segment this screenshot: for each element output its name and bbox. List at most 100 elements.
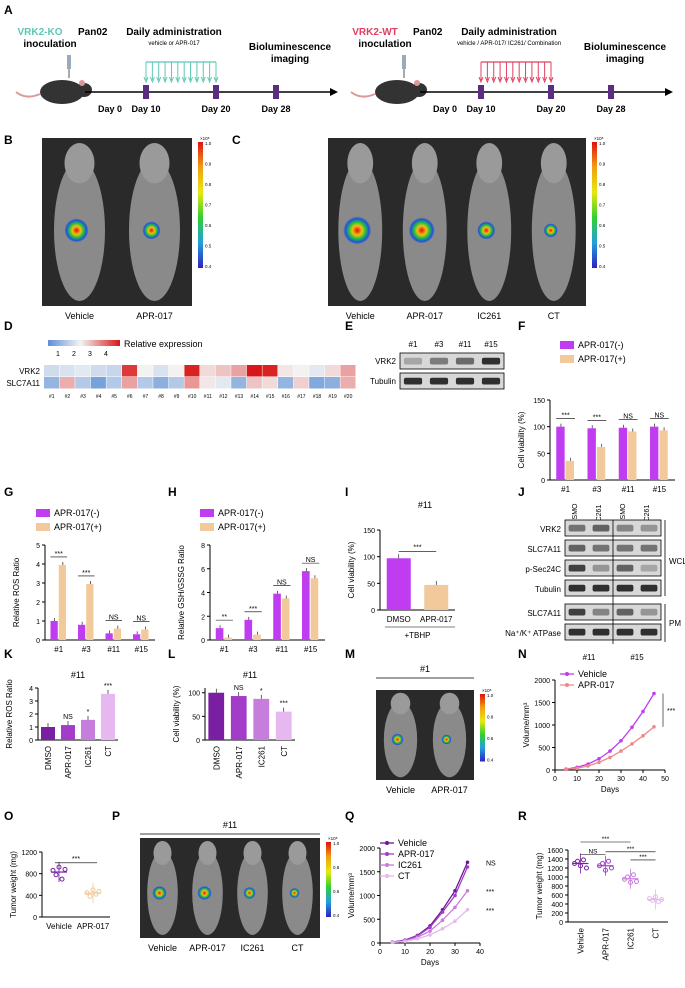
scatter-point-R [650,897,655,903]
bli-title-M: #1 [420,664,430,674]
syringe-icon [67,55,71,69]
series-point-N [619,738,623,743]
blot-band [568,544,586,552]
legend-swatch-F [560,355,574,363]
xtick-label-I: APR-017 [420,615,453,624]
mouse-wt [350,80,427,104]
xtick-label-N: 40 [639,776,647,783]
timepoint-marker [143,85,149,99]
bli-label-C: Vehicle [346,311,375,321]
scatter-point-O [53,872,59,878]
sig-label-L: *** [280,701,288,708]
bar-G [86,583,94,640]
blot-J-section: WCL [669,557,685,566]
ytick-label-Q: 2000 [359,846,375,853]
bar-F [628,431,637,480]
bar-G [78,624,86,640]
series-point-N [597,760,601,765]
heatmap-cell [309,377,325,389]
series-point-Q [440,910,445,914]
xlabel-Q: Days [421,958,439,967]
ytick-label-N: 1000 [534,723,550,730]
bli-label-B: APR-017 [136,311,173,321]
admin-arrowhead [175,76,181,84]
blot-J-row: VRK2 [540,525,561,534]
heatmap-col-label: #4 [96,394,102,400]
blot-J-row: SLC7A11 [527,609,561,618]
scatter-point-O [93,891,99,897]
sig-label-L: * [260,688,263,695]
admin-arrowhead [484,76,490,84]
scale-tick-C: 0.8 [599,182,606,187]
ytick-label-N: 2000 [534,678,550,685]
bli-signal [543,223,558,238]
legend-marker-Q [385,841,389,845]
sig-label-R: *** [627,846,635,853]
legend-swatch-H [200,509,214,517]
heatmap-col-label: #20 [344,394,353,400]
series-point-N [608,755,612,760]
bli-signal [197,886,212,900]
bar-L [253,698,270,740]
scale-tick-B: 0.7 [205,203,212,208]
heatmap-col-label: #15 [266,394,275,400]
schema-ko-day: Day 28 [261,104,290,114]
scale-tick-B: 0.4 [205,264,212,269]
xtick-label-N: 50 [661,776,669,783]
mouse-head [476,143,503,184]
xtick-label-O: APR-017 [77,922,110,931]
series-point-Q [440,918,445,922]
panel-label-N: N [518,647,527,661]
heatmap-cell [340,377,356,389]
heatmap-cell [168,377,184,389]
xtick-label-Q: 20 [426,949,434,956]
heatmap-row-label: SLC7A11 [6,379,40,388]
heatmap-cell [90,365,106,377]
legend-label-G: APR-017(+) [54,522,102,532]
bli-signal [477,221,496,240]
xtick-label-K: IC261 [84,745,93,767]
ylabel-O: Tumor weight (mg) [9,851,18,918]
bli-label-P: APR-017 [189,943,226,953]
bli-label-P: Vehicle [148,943,177,953]
scale-tick-C: 0.4 [599,264,606,269]
ytick-label-I: 50 [367,581,375,588]
heatmap-col-label: #7 [143,394,149,400]
panel-label-J: J [518,485,525,499]
heatmap-col-label: #12 [219,394,228,400]
sig-label-Q: *** [486,908,494,915]
series-point-Q [428,929,432,933]
blot-J-row: SLC7A11 [527,545,561,554]
mouse-head [243,841,262,865]
panel-label-E: E [345,319,353,333]
panel-label-H: H [168,485,177,499]
ytick-label-K: 1 [29,725,33,732]
xtick-label-H: #15 [304,645,318,654]
blot-band [616,628,634,636]
xtick-label-Q: 30 [451,949,459,956]
ytick-label-K: 0 [29,738,33,745]
sig-label-Q: *** [486,889,494,896]
heatmap-col-label: #16 [282,394,291,400]
bar-K [101,693,115,740]
heatmap-cell [278,377,294,389]
schema-wt-day: Day 10 [466,104,495,114]
schema-wt-bio2: imaging [606,54,644,65]
bar-F [618,427,628,480]
admin-arrowhead [523,76,529,84]
scale-tick-C: 1.0 [599,141,606,146]
admin-arrowhead [213,76,219,84]
bli-label-M: Vehicle [386,785,415,795]
scale-tick-C: 0.7 [599,203,606,208]
xtick-label-G: #1 [54,645,63,654]
heatmap-legend-tick: 1 [56,351,60,358]
legend-marker-Q [385,852,389,856]
panel-label-K: K [4,647,13,661]
sig-label-G: *** [82,570,90,577]
admin-arrowhead [168,76,174,84]
sig-label-G: NS [136,616,146,623]
sig-label-H: NS [277,580,287,587]
scatter-point-R [581,857,586,863]
series-point-Q [465,865,470,869]
legend-label-Q: Vehicle [398,838,427,848]
